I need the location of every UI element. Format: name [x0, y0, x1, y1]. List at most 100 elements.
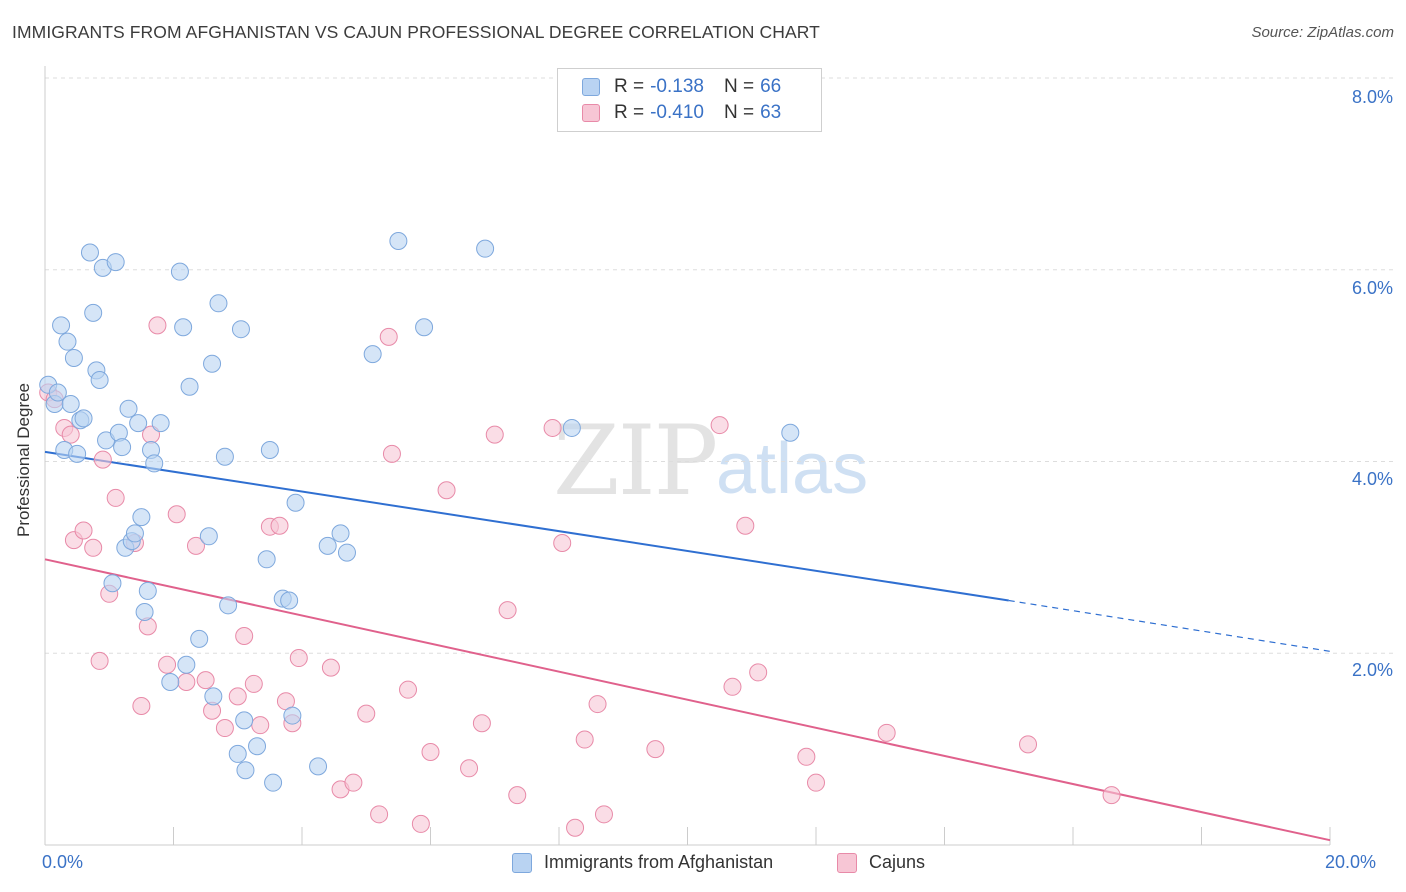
point-cajuns	[646, 740, 665, 759]
point-cajuns	[90, 651, 109, 670]
point-afghanistan	[209, 294, 228, 313]
legend-label-cajuns: Cajuns	[869, 852, 926, 872]
axes	[44, 66, 1331, 846]
point-afghanistan	[318, 536, 337, 555]
point-afghanistan	[125, 524, 144, 543]
y-tick-label-4: 4.0%	[1351, 469, 1393, 489]
point-afghanistan	[363, 345, 382, 364]
x-tick-label-min: 0.0%	[42, 852, 84, 872]
point-cajuns	[132, 696, 151, 715]
point-afghanistan	[190, 629, 209, 648]
point-cajuns	[807, 773, 825, 792]
watermark-atlas: atlas	[716, 429, 869, 509]
point-afghanistan	[90, 371, 109, 390]
point-cajuns	[575, 730, 594, 749]
point-afghanistan	[180, 377, 199, 396]
legend-n-value: 66	[760, 76, 782, 97]
point-cajuns	[379, 327, 398, 346]
point-afghanistan	[161, 673, 180, 692]
point-cajuns	[186, 536, 205, 555]
point-afghanistan	[174, 318, 193, 337]
point-cajuns	[196, 671, 215, 690]
point-afghanistan	[64, 348, 83, 367]
chart-title: IMMIGRANTS FROM AFGHANISTAN VS CAJUN PRO…	[12, 22, 820, 42]
point-afghanistan	[280, 591, 299, 610]
stats-legend: R = -0.138 N = 66 R = -0.410 N = 63	[557, 68, 822, 132]
point-afghanistan	[84, 303, 103, 322]
point-cajuns	[370, 805, 389, 824]
legend-item-afghanistan[interactable]: Immigrants from Afghanistan	[512, 852, 773, 873]
point-cajuns	[84, 538, 103, 557]
point-afghanistan	[231, 320, 250, 339]
point-cajuns	[749, 663, 768, 682]
point-cajuns	[723, 677, 742, 696]
point-cajuns	[797, 747, 816, 766]
point-cajuns	[437, 481, 456, 500]
point-cajuns	[177, 673, 196, 692]
point-afghanistan	[113, 438, 132, 457]
point-afghanistan	[264, 773, 283, 792]
point-cajuns	[61, 425, 80, 444]
point-afghanistan	[781, 423, 800, 442]
point-afghanistan	[68, 444, 87, 463]
point-afghanistan	[61, 394, 80, 413]
legend-r-label: R =	[614, 102, 645, 123]
trend-line-afghanistan	[44, 450, 1009, 602]
point-afghanistan	[48, 383, 67, 402]
point-afghanistan	[562, 418, 581, 437]
point-cajuns	[158, 655, 177, 674]
point-cajuns	[321, 658, 340, 677]
point-afghanistan	[145, 454, 164, 473]
point-cajuns	[251, 716, 270, 735]
series-legend: Immigrants from Afghanistan Cajuns	[0, 852, 1406, 878]
point-afghanistan	[248, 737, 267, 756]
point-cajuns	[344, 773, 363, 792]
point-cajuns	[228, 687, 247, 706]
legend-swatch-pink	[582, 104, 600, 122]
point-cajuns	[411, 814, 430, 833]
legend-r-value: -0.410	[650, 102, 704, 123]
legend-n-value: 63	[760, 102, 782, 123]
point-cajuns	[543, 418, 562, 437]
point-afghanistan	[80, 243, 99, 262]
point-afghanistan	[204, 687, 223, 706]
point-afghanistan	[337, 543, 356, 562]
point-afghanistan	[103, 574, 122, 593]
point-afghanistan	[331, 524, 350, 543]
point-afghanistan	[74, 409, 93, 428]
point-afghanistan	[119, 399, 138, 418]
point-afghanistan	[476, 239, 495, 258]
legend-r-label: R =	[614, 76, 645, 97]
grid-lines	[45, 77, 1395, 654]
point-cajuns	[566, 818, 585, 837]
point-afghanistan	[170, 262, 189, 281]
point-cajuns	[244, 674, 263, 693]
point-afghanistan	[203, 354, 222, 373]
legend-swatch-pink	[837, 852, 857, 873]
point-afghanistan	[177, 655, 196, 674]
trend-line-afghanistan-projection	[1008, 599, 1331, 652]
point-cajuns	[382, 444, 401, 463]
point-cajuns	[485, 425, 504, 444]
point-afghanistan	[236, 761, 255, 780]
point-afghanistan	[235, 711, 254, 730]
point-cajuns	[215, 719, 234, 738]
point-cajuns	[270, 516, 289, 535]
legend-row-cajuns: R = -0.410 N = 63	[582, 101, 781, 125]
legend-swatch-blue	[512, 852, 532, 873]
watermark-zip: ZIP	[553, 405, 718, 517]
point-cajuns	[553, 533, 572, 552]
point-afghanistan	[260, 440, 279, 459]
point-afghanistan	[199, 527, 218, 546]
source-label: Source: ZipAtlas.com	[1251, 24, 1394, 41]
y-axis-label: Professional Degree	[14, 382, 33, 538]
point-cajuns	[710, 416, 729, 435]
legend-n-label: N =	[723, 76, 755, 97]
point-afghanistan	[52, 316, 71, 335]
point-cajuns	[460, 759, 479, 778]
point-afghanistan	[138, 581, 157, 600]
data-points	[39, 231, 1121, 837]
point-afghanistan	[215, 447, 234, 466]
legend-item-cajuns[interactable]: Cajuns	[837, 852, 925, 873]
